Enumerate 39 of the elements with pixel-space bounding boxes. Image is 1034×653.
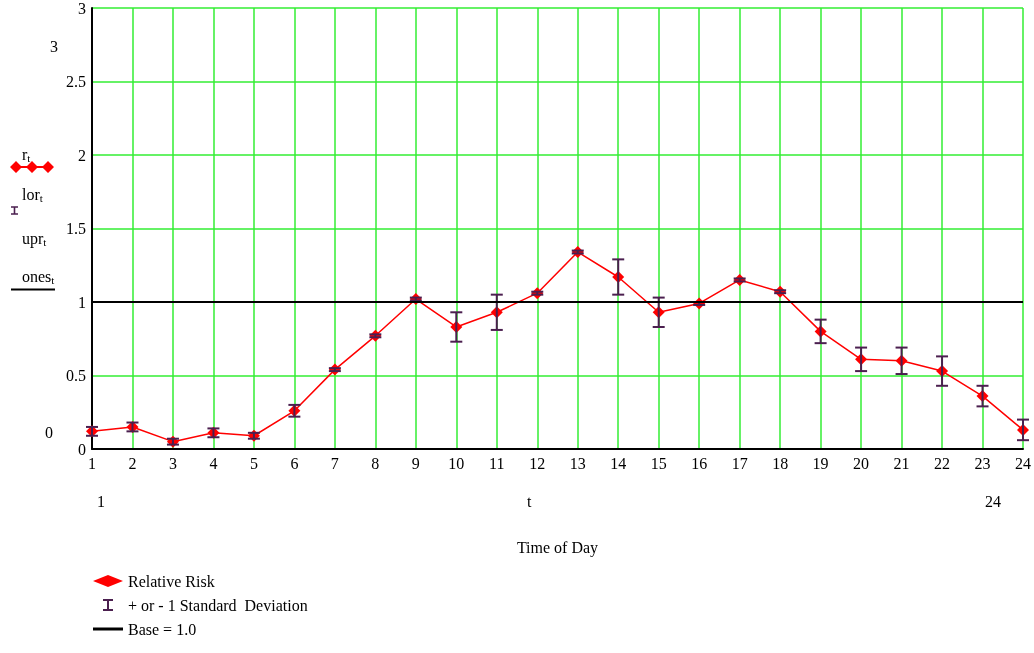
text: 1	[97, 492, 105, 510]
text: 24	[985, 492, 1001, 510]
x-tick-label: 5	[249, 454, 258, 472]
text: 0	[45, 423, 53, 441]
x-tick-label: 9	[411, 454, 420, 472]
x-tick-label: 22	[934, 454, 951, 472]
y-tick-label: 0	[78, 440, 86, 458]
y-tick-label: 0.5	[66, 367, 86, 384]
legend-label: Relative Risk	[128, 572, 215, 590]
x-tick-label: 2	[128, 454, 137, 472]
y-tick-label: 2.5	[66, 73, 86, 90]
x-tick-label: 20	[853, 454, 870, 472]
y-tick-label: 1	[78, 293, 86, 311]
x-tick-label: 14	[610, 454, 627, 472]
x-tick-label: 8	[371, 454, 380, 472]
x-tick-label: 7	[330, 454, 339, 472]
x-tick-label: 15	[650, 454, 667, 472]
x-tick-label: 11	[489, 454, 505, 472]
x-tick-label: 17	[731, 454, 748, 472]
x-tick-label: 3	[168, 454, 177, 472]
text: t	[527, 492, 532, 510]
x-tick-label: 12	[529, 454, 546, 472]
y-tick-label: 2	[78, 146, 86, 164]
y-tick-label: 1.5	[66, 220, 86, 237]
y-tick-label: 3	[78, 0, 86, 17]
x-tick-label: 23	[974, 454, 991, 472]
x-tick-label: 18	[772, 454, 789, 472]
x-tick-label: 16	[691, 454, 708, 472]
text: 3	[50, 37, 58, 55]
x-tick-label: 13	[569, 454, 586, 472]
x-tick-label: 21	[893, 454, 910, 472]
x-tick-label: 19	[812, 454, 829, 472]
text: + or - 1 Standard Deviation	[128, 596, 308, 614]
x-tick-label: 4	[209, 454, 218, 472]
x-tick-label: 24	[1015, 454, 1031, 472]
x-tick-label: 6	[290, 454, 299, 472]
x-axis-title: Time of Day	[516, 538, 599, 557]
legend-label: Base = 1.0	[128, 620, 197, 638]
x-tick-label: 10	[448, 454, 465, 472]
